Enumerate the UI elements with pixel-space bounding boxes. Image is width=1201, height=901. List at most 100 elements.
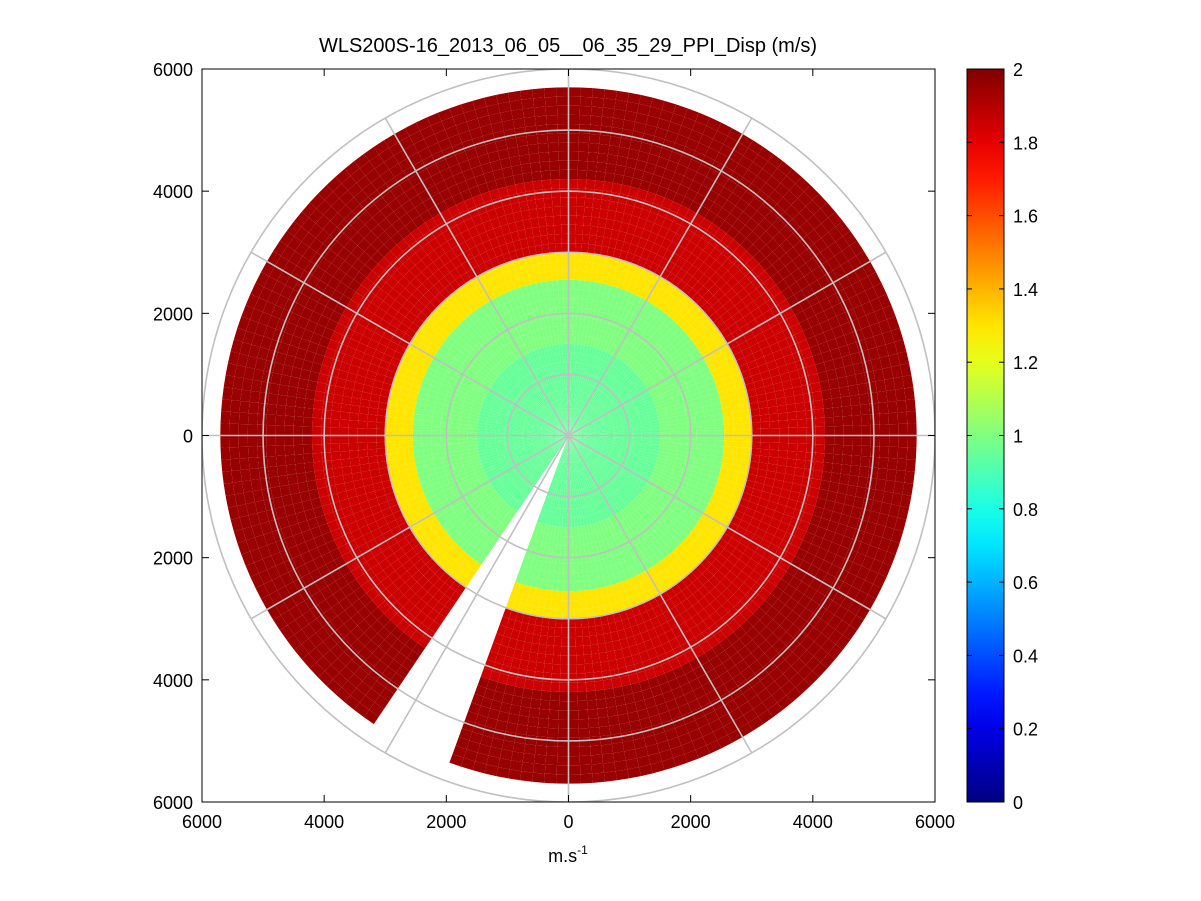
data-cell <box>676 653 689 667</box>
data-cell <box>762 695 778 710</box>
data-cell <box>634 613 645 625</box>
data-cell <box>622 507 631 518</box>
data-cell <box>589 485 595 495</box>
data-cell <box>758 639 773 654</box>
data-cell <box>503 465 513 473</box>
data-cell <box>673 487 684 496</box>
data-cell <box>353 510 365 522</box>
data-cell <box>786 637 801 652</box>
data-cell <box>746 183 761 198</box>
data-cell <box>614 464 623 472</box>
data-cell <box>619 675 631 687</box>
data-cell <box>428 499 440 509</box>
data-cell <box>637 602 647 614</box>
data-cell <box>906 447 917 460</box>
data-cell <box>690 348 701 358</box>
data-cell <box>554 441 562 448</box>
data-cell <box>718 294 730 306</box>
data-cell <box>626 635 637 647</box>
data-cell <box>599 652 609 663</box>
data-cell <box>584 197 594 208</box>
data-cell <box>678 387 690 395</box>
data-cell <box>644 379 654 387</box>
data-cell <box>389 471 400 480</box>
data-cell <box>753 607 766 621</box>
data-cell <box>846 270 860 285</box>
data-cell <box>735 525 747 537</box>
data-cell <box>670 595 682 607</box>
data-cell <box>575 410 580 419</box>
data-cell <box>738 306 751 318</box>
data-cell <box>602 464 611 473</box>
data-cell <box>814 332 827 345</box>
data-cell <box>532 596 540 607</box>
data-cell <box>545 496 551 506</box>
data-cell <box>593 444 603 450</box>
data-cell <box>396 665 410 679</box>
data-cell <box>522 430 533 433</box>
data-cell <box>611 276 620 288</box>
data-cell <box>655 362 665 371</box>
data-cell <box>660 473 671 481</box>
data-cell <box>584 336 590 346</box>
data-cell <box>769 420 780 429</box>
data-cell <box>590 115 603 126</box>
data-cell <box>673 754 688 767</box>
data-cell <box>564 462 567 473</box>
data-cell <box>568 178 578 189</box>
data-cell <box>695 142 710 156</box>
data-cell <box>550 436 560 439</box>
data-cell <box>734 483 745 493</box>
data-cell <box>389 542 402 554</box>
data-cell <box>277 516 290 529</box>
data-cell <box>308 647 324 663</box>
data-cell <box>353 667 369 682</box>
data-cell <box>246 537 259 552</box>
data-cell <box>581 234 590 245</box>
data-cell <box>517 481 526 490</box>
data-cell <box>581 562 588 573</box>
data-cell <box>331 658 346 673</box>
data-cell <box>664 260 676 273</box>
data-cell <box>826 369 838 381</box>
data-cell <box>640 418 650 423</box>
data-cell <box>572 418 577 428</box>
data-cell <box>617 231 627 242</box>
data-cell <box>838 513 851 527</box>
data-cell <box>778 412 788 421</box>
data-cell <box>489 505 499 515</box>
data-cell <box>814 632 829 648</box>
data-cell <box>655 583 666 595</box>
data-cell <box>848 562 862 577</box>
data-cell <box>548 718 559 729</box>
data-cell <box>672 354 683 364</box>
data-cell <box>732 372 743 382</box>
data-cell <box>386 453 397 462</box>
data-cell <box>579 124 591 134</box>
data-cell <box>578 709 589 720</box>
data-cell <box>679 349 691 359</box>
data-cell <box>427 473 438 481</box>
data-cell <box>522 461 532 468</box>
data-cell <box>577 436 587 439</box>
data-cell <box>649 419 660 425</box>
data-cell <box>589 327 596 338</box>
data-cell <box>553 535 558 545</box>
data-cell <box>404 451 415 459</box>
data-cell <box>551 664 561 674</box>
data-cell <box>661 757 677 771</box>
data-cell <box>603 476 612 485</box>
data-cell <box>639 679 651 691</box>
data-cell <box>682 400 693 407</box>
data-cell <box>584 467 591 477</box>
data-cell <box>364 514 376 525</box>
data-cell <box>875 478 887 492</box>
data-cell <box>357 632 372 647</box>
data-cell <box>384 513 396 524</box>
data-cell <box>814 223 829 239</box>
data-cell <box>760 421 770 429</box>
data-cell <box>797 443 807 453</box>
data-cell <box>470 457 481 464</box>
data-cell <box>847 342 860 355</box>
data-cell <box>490 699 503 712</box>
